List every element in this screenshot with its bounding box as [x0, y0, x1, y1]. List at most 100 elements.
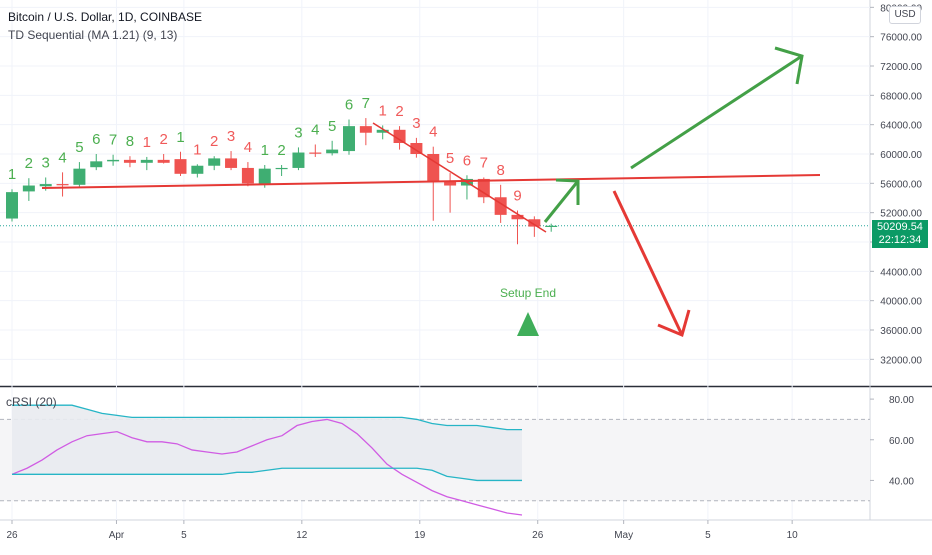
time-tick-label: 10	[787, 530, 799, 541]
td-count-label: 5	[446, 150, 454, 167]
red-down-arrow[interactable]	[612, 190, 684, 336]
candle-body	[528, 219, 541, 227]
candle-body	[90, 161, 103, 168]
td-count-label: 3	[42, 154, 50, 171]
support-line[interactable]	[41, 174, 821, 189]
price-tick-label: 76000.00	[880, 33, 922, 44]
price-tick-label: 56000.00	[880, 179, 922, 190]
price-tick-label: 68000.00	[880, 91, 922, 102]
td-count-label: 1	[143, 134, 151, 151]
crsi-tick-label: 40.00	[889, 476, 914, 487]
crsi-label: cRSI (20)	[6, 395, 57, 409]
candle-body	[359, 126, 372, 133]
crsi-tick-label: 80.00	[889, 395, 914, 406]
crsi-dynamic-band	[12, 405, 522, 481]
candle-body	[258, 168, 271, 185]
crsi-tick-label: 60.00	[889, 436, 914, 447]
td-count-label: 7	[362, 95, 370, 112]
td-count-label: 6	[463, 152, 471, 169]
td-count-label: 6	[92, 131, 100, 148]
long-green-arrow[interactable]	[630, 54, 803, 170]
price-tick-label: 44000.00	[880, 267, 922, 278]
td-count-label: 7	[480, 154, 488, 171]
candle-body	[545, 225, 558, 227]
candle-body	[123, 159, 136, 163]
crsi-upper-band	[12, 404, 522, 431]
time-tick-label: 12	[296, 530, 308, 541]
time-tick-label: 5	[705, 530, 711, 541]
candle-body	[208, 158, 221, 166]
candle-body	[326, 149, 339, 154]
last-price-value: 50209.54	[877, 221, 923, 233]
price-tick-label: 64000.00	[880, 121, 922, 132]
long-green-arrow-head	[774, 46, 804, 85]
candle-body	[73, 168, 86, 185]
td-count-label: 8	[496, 162, 504, 179]
red-down-arrow-head	[657, 309, 691, 338]
crsi-pane	[0, 404, 870, 516]
candle-body	[410, 143, 423, 154]
candle-body	[22, 185, 35, 192]
candle-body	[393, 129, 406, 143]
td-count-label: 1	[8, 166, 16, 183]
crsi-lower-band	[12, 467, 522, 482]
price-tick-label: 36000.00	[880, 326, 922, 337]
currency-badge[interactable]: USD	[889, 6, 921, 24]
candle-body	[107, 159, 120, 162]
td-count-label: 1	[193, 141, 201, 158]
candle-body	[6, 192, 18, 219]
candle-body	[39, 184, 52, 187]
short-green-arrow[interactable]	[543, 180, 580, 223]
candle-body	[174, 159, 187, 174]
candle-body	[241, 167, 254, 184]
time-tick-label: 26	[532, 530, 544, 541]
price-tick-label: 40000.00	[880, 297, 922, 308]
td-count-label: 2	[25, 155, 33, 172]
td-count-label: 6	[345, 97, 353, 114]
td-count-label: 5	[328, 118, 336, 135]
axis-layer: 80000.0076000.0072000.0068000.0064000.00…	[6, 3, 922, 541]
candle-body	[191, 165, 204, 174]
setup-end-triangle	[517, 312, 539, 336]
candle-body	[225, 158, 238, 168]
td-count-label: 3	[294, 124, 302, 141]
price-tick-label: 52000.00	[880, 209, 922, 220]
td-count-label: 4	[429, 124, 437, 141]
time-tick-label: May	[614, 530, 633, 541]
td-count-label: 2	[210, 133, 218, 150]
candle-body	[444, 181, 457, 186]
grid-layer	[0, 0, 932, 521]
time-tick-label: 19	[414, 530, 426, 541]
price-tick-label: 60000.00	[880, 150, 922, 161]
drawings-layer: Setup End	[41, 46, 821, 338]
td-count-label: 7	[109, 132, 117, 149]
td-count-label: 4	[244, 139, 252, 156]
candle-body	[427, 154, 440, 182]
td-count-label: 3	[412, 115, 420, 132]
short-green-arrow-head	[555, 178, 580, 205]
candle-body	[376, 129, 389, 133]
downtrend-line[interactable]	[372, 122, 547, 233]
td-count-label: 5	[75, 139, 83, 156]
candle-body	[343, 126, 355, 152]
candle-body	[140, 159, 153, 163]
td-count-label: 8	[126, 133, 134, 150]
td-count-label: 2	[277, 142, 285, 159]
price-tick-label: 72000.00	[880, 62, 922, 73]
td-count-label: 4	[58, 149, 66, 166]
crsi-line	[11, 418, 523, 516]
time-tick-label: Apr	[109, 530, 125, 541]
candle-body	[309, 152, 322, 154]
td-count-label: 2	[395, 103, 403, 120]
indicator-title: TD Sequential (MA 1.21) (9, 13)	[8, 28, 178, 42]
td-count-label: 3	[227, 128, 235, 145]
time-tick-label: 5	[181, 530, 187, 541]
td-count-label: 1	[176, 129, 184, 146]
candle-body	[477, 178, 490, 198]
last-price-tag: 50209.54 22:12:34	[872, 220, 928, 248]
candle-body	[275, 167, 288, 170]
td-count-label: 4	[311, 121, 319, 138]
